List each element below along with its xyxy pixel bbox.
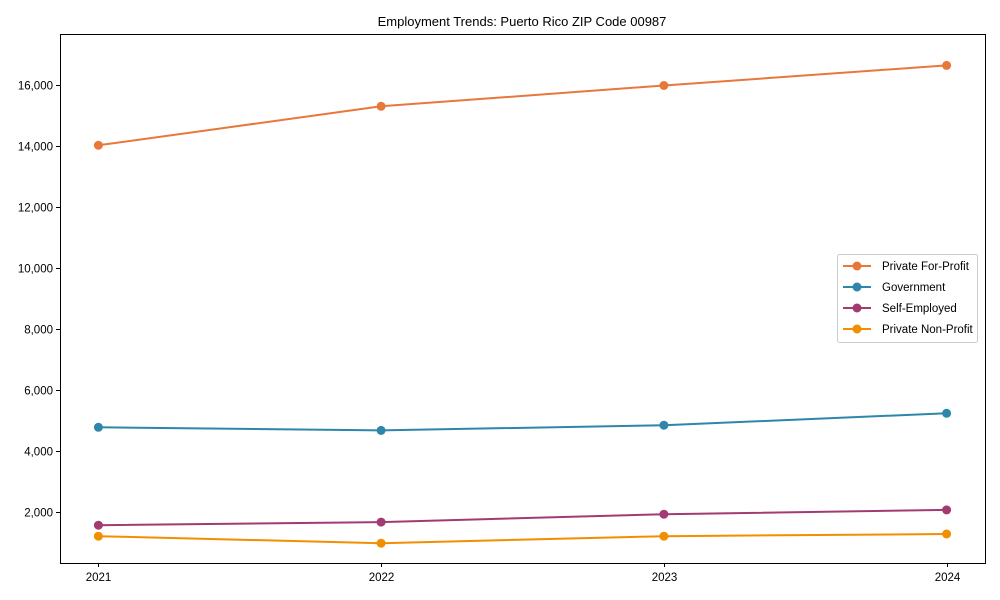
legend-marker-icon xyxy=(852,261,862,271)
data-point-marker xyxy=(942,408,952,418)
y-tick-label: 4,000 xyxy=(24,447,53,459)
data-point-marker xyxy=(659,81,669,90)
series-private-non-profit xyxy=(93,529,952,548)
legend-box xyxy=(837,254,978,343)
data-point-marker xyxy=(659,531,669,541)
y-tick-label: 14,000 xyxy=(18,142,53,154)
x-tick-label: 2023 xyxy=(652,572,678,584)
data-point-marker xyxy=(376,425,386,435)
y-tick-label: 6,000 xyxy=(24,386,53,398)
legend-item: Private Non-Profit xyxy=(843,324,974,336)
legend: Private For-Profit Government Self-Employe… xyxy=(837,254,978,343)
x-tick-label: 2022 xyxy=(369,572,395,584)
legend-label: Self-Employed xyxy=(882,303,957,315)
series-private-for-profit xyxy=(93,60,952,150)
series-line xyxy=(98,64,947,147)
legend-label: Private Non-Profit xyxy=(882,324,974,336)
legend-label: Private For-Profit xyxy=(882,261,970,273)
data-point-marker xyxy=(942,529,952,539)
data-point-marker xyxy=(93,531,103,541)
legend-marker-icon xyxy=(852,324,862,334)
y-tick-label: 2,000 xyxy=(24,508,53,520)
series-self-employed xyxy=(93,505,952,530)
data-point-marker xyxy=(659,509,669,519)
y-axis: 2,000 4,000 6,000 8,000 10,000 12,000 14,000 16… xyxy=(18,81,60,520)
data-point-marker xyxy=(659,420,669,430)
x-tick-label: 2024 xyxy=(935,572,961,584)
data-point-marker xyxy=(376,517,386,527)
chart-title: Employment Trends: Puerto Rico ZIP Code … xyxy=(378,14,667,29)
legend-marker-icon xyxy=(852,282,862,292)
data-point-marker xyxy=(93,422,103,432)
y-tick-label: 8,000 xyxy=(24,325,53,337)
y-tick-label: 12,000 xyxy=(18,203,53,215)
legend-item: Government xyxy=(843,282,946,294)
series-line xyxy=(98,533,947,545)
legend-item: Self-Employed xyxy=(843,303,957,315)
data-point-marker xyxy=(376,538,386,548)
x-tick-label: 2021 xyxy=(86,572,112,584)
legend-item: Private For-Profit xyxy=(843,261,970,273)
series-line xyxy=(98,412,947,432)
plot-area xyxy=(93,60,952,548)
data-point-marker xyxy=(942,505,952,515)
data-point-marker xyxy=(942,60,952,70)
legend-marker-icon xyxy=(852,303,862,313)
series-line xyxy=(98,508,947,527)
legend-label: Government xyxy=(882,282,946,294)
series-government xyxy=(93,408,952,435)
axes-frame xyxy=(60,34,986,564)
data-point-marker xyxy=(93,520,103,530)
data-point-marker xyxy=(93,140,103,150)
y-tick-label: 10,000 xyxy=(18,264,53,276)
x-axis: 2021 2022 2023 2024 xyxy=(86,563,961,584)
y-tick-label: 16,000 xyxy=(18,81,53,93)
data-point-marker xyxy=(376,101,386,111)
